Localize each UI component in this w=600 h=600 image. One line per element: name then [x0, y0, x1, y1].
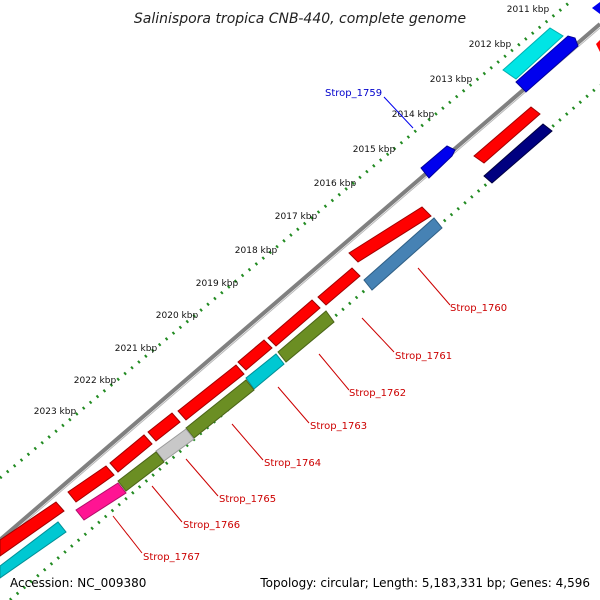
label-strop-1760: Strop_1760: [450, 303, 507, 314]
gene-strop-1760: [363, 217, 443, 291]
tick-label: 2023 kbp: [34, 407, 77, 417]
tick-label: 2013 kbp: [430, 75, 473, 85]
gene-strop-1761: [277, 310, 335, 363]
label-strop-1767: Strop_1767: [143, 552, 200, 563]
outer-tick-ring: [0, 0, 571, 480]
gene-navy: [483, 123, 553, 184]
gene-blue-top: [515, 35, 579, 93]
gene-red-6: [147, 412, 181, 442]
tick-label: 2011 kbp: [507, 5, 550, 15]
kbp-ticks: 2011 kbp 2012 kbp 2013 kbp 2014 kbp 2015…: [34, 5, 550, 417]
tick-label: 2020 kbp: [156, 311, 199, 321]
gene-red-8: [67, 465, 115, 503]
tick-label: 2021 kbp: [115, 344, 158, 354]
leader-strop-1766: [151, 485, 183, 523]
tick-label: 2015 kbp: [353, 145, 396, 155]
gene-red-1: [348, 206, 432, 263]
tick-label: 2017 kbp: [275, 212, 318, 222]
gene-red-7: [109, 434, 153, 473]
tick-label: 2022 kbp: [74, 376, 117, 386]
map-title: Salinispora tropica CNB-440, complete ge…: [134, 11, 466, 27]
label-strop-1762: Strop_1762: [349, 388, 406, 399]
gene-red-3: [267, 299, 321, 347]
label-strop-1764: Strop_1764: [264, 458, 321, 469]
leader-strop-1761: [361, 317, 395, 353]
leader-strop-1764: [231, 423, 264, 461]
gene-strop-1759: [420, 145, 456, 179]
tick-label: 2014 kbp: [392, 110, 435, 120]
leader-strop-1759: [383, 96, 414, 129]
gene-red-edge: [596, 40, 600, 52]
tick-label: 2012 kbp: [469, 40, 512, 50]
gene-red-4: [237, 339, 273, 371]
gene-strop-1763: [185, 379, 255, 439]
gene-blue-edge: [592, 2, 600, 14]
label-strop-1765: Strop_1765: [219, 494, 276, 505]
leader-strop-1765: [185, 458, 219, 497]
gene-strop-1767: [0, 521, 67, 579]
topology-text: Topology: circular; Length: 5,183,331 bp…: [259, 576, 590, 590]
tick-label: 2019 kbp: [196, 279, 239, 289]
tick-label: 2018 kbp: [235, 246, 278, 256]
label-strop-1761: Strop_1761: [395, 351, 452, 362]
leader-strop-1763: [277, 386, 310, 424]
tick-label: 2016 kbp: [314, 179, 357, 189]
gene-strop-1764: [155, 428, 195, 462]
gene-strop-1766: [75, 482, 127, 521]
leader-strop-1760: [417, 267, 451, 306]
gene-cyan-top: [502, 27, 564, 80]
leader-strop-1762: [318, 353, 350, 391]
backbone-shadow: [0, 27, 600, 545]
gene-red-5: [177, 364, 245, 421]
label-strop-1766: Strop_1766: [183, 520, 240, 531]
gene-red-2: [317, 267, 361, 306]
leader-strop-1767: [112, 515, 143, 554]
gene-strop-1765: [117, 451, 165, 492]
backbone-outer: [0, 22, 600, 543]
accession-text: Accession: NC_009380: [10, 576, 146, 590]
gene-red-top-right: [473, 106, 541, 164]
label-strop-1763: Strop_1763: [310, 421, 367, 432]
gene-strop-1762: [245, 353, 285, 390]
label-strop-1759: Strop_1759: [325, 88, 382, 99]
gene-red-9: [0, 501, 65, 557]
